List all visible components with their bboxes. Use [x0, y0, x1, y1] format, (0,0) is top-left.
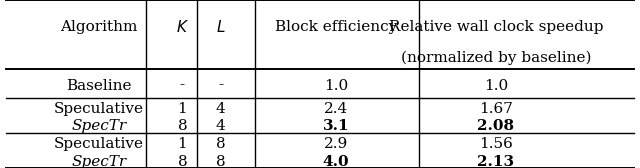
- Text: 2.9: 2.9: [324, 137, 348, 151]
- Text: Block efficiency: Block efficiency: [275, 20, 397, 34]
- Text: 3.1: 3.1: [323, 119, 349, 133]
- Text: (normalized by baseline): (normalized by baseline): [401, 51, 591, 65]
- Text: $L$: $L$: [216, 19, 225, 35]
- Text: 8: 8: [177, 155, 188, 168]
- Text: 1.56: 1.56: [479, 137, 513, 151]
- Text: SpecTr: SpecTr: [72, 155, 127, 168]
- Text: 4.0: 4.0: [323, 155, 349, 168]
- Text: 8: 8: [216, 155, 226, 168]
- Text: Speculative: Speculative: [54, 102, 144, 116]
- Text: 1: 1: [177, 102, 188, 116]
- Text: -: -: [180, 79, 185, 93]
- Text: 1.0: 1.0: [324, 79, 348, 93]
- Text: Relative wall clock speedup: Relative wall clock speedup: [388, 20, 604, 34]
- Text: 2.4: 2.4: [324, 102, 348, 116]
- Text: 2.08: 2.08: [477, 119, 515, 133]
- Text: 4: 4: [216, 102, 226, 116]
- Text: 8: 8: [216, 137, 226, 151]
- Text: Baseline: Baseline: [67, 79, 132, 93]
- Text: 1.67: 1.67: [479, 102, 513, 116]
- Text: Speculative: Speculative: [54, 137, 144, 151]
- Text: SpecTr: SpecTr: [72, 119, 127, 133]
- Text: 4: 4: [216, 119, 226, 133]
- Text: -: -: [218, 79, 223, 93]
- Text: 8: 8: [177, 119, 188, 133]
- Text: 1: 1: [177, 137, 188, 151]
- Text: Algorithm: Algorithm: [61, 20, 138, 34]
- Text: 1.0: 1.0: [484, 79, 508, 93]
- Text: 2.13: 2.13: [477, 155, 515, 168]
- Text: $K$: $K$: [176, 19, 189, 35]
